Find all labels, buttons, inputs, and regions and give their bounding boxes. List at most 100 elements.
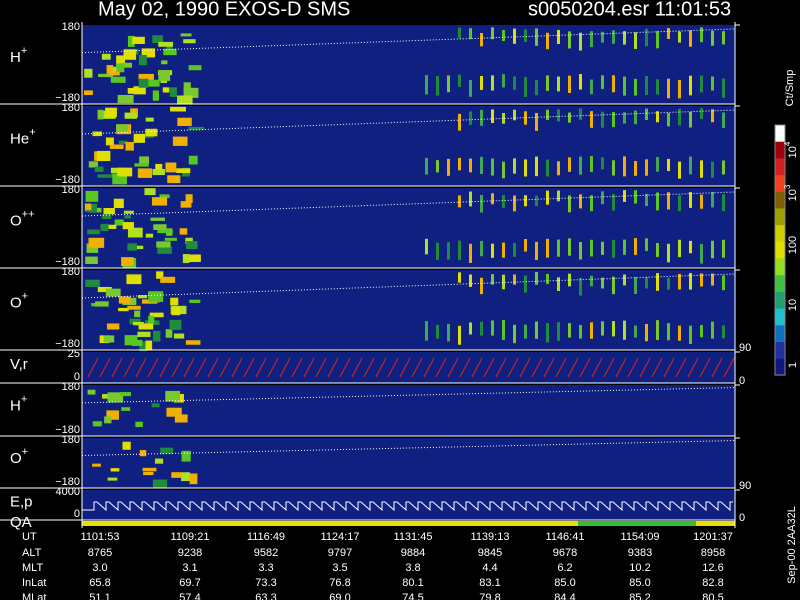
patch [173,333,185,339]
cell: 85.0 [629,577,650,589]
sawtooth [219,357,231,378]
streak [524,111,527,125]
streak [711,109,714,123]
patch [149,312,164,318]
patch [139,450,147,457]
patch [105,137,114,146]
streak [557,161,560,176]
patch [172,136,188,146]
cell: 1109:21 [171,531,210,543]
streak [557,322,560,341]
patch [107,477,118,481]
patch [85,190,99,202]
panel-label: E,p [10,494,33,511]
sawtooth [627,357,639,378]
streak [513,195,516,212]
patch [104,416,112,424]
patch [106,410,120,420]
patch [135,421,143,428]
patch [186,241,198,249]
streak [458,240,461,261]
cell: 3.8 [405,562,420,574]
row-label: ALT [22,547,42,559]
streak [502,113,505,124]
streak [535,112,538,131]
colorbar-segment [775,258,785,276]
patch [165,390,181,402]
streak [535,321,538,339]
sawtooth [147,357,159,378]
ion: E,p [10,494,33,511]
sawtooth [507,357,519,378]
y-tick-label: 180 [62,434,80,446]
patch [126,274,142,285]
streak [645,75,648,95]
streak [480,32,483,47]
patch [97,150,111,162]
sawtooth [267,357,279,378]
streak [667,112,670,127]
streak [491,193,494,205]
streak [524,238,527,252]
streak [568,31,571,49]
streak [546,75,549,91]
patch [85,256,98,264]
cell: 9383 [628,547,652,559]
panel-bg [82,270,735,350]
patch [151,197,168,206]
streak [513,158,516,174]
streak [546,109,549,120]
streak [590,156,593,172]
colorbar-segment [775,325,785,343]
patch [125,141,134,151]
patch [118,307,129,312]
trace [81,28,736,54]
streak [711,321,714,339]
streak [678,79,681,99]
cell: 82.8 [702,577,723,589]
streak [535,241,538,261]
panel-bg [82,188,735,268]
trace [81,109,736,135]
streak [645,276,648,289]
patch [152,330,161,342]
cell: 69.7 [179,577,200,589]
streak [711,273,714,286]
sawtooth [303,357,315,378]
streak [568,238,571,256]
streak [546,273,549,285]
panel-label: O+ [10,446,28,467]
patch [106,323,120,330]
y-tick-label: 0 [74,508,80,520]
patch [138,73,154,81]
charge: + [21,393,27,405]
patch [143,471,154,476]
patch [85,279,100,287]
streak [656,192,659,211]
cell: 76.8 [329,577,350,589]
streak [645,28,648,47]
patch [110,468,120,472]
patch [152,35,163,43]
patch [153,224,167,230]
patch [144,188,156,196]
patch [145,117,154,122]
patch [181,472,190,482]
y-tick-label: −180 [55,92,80,104]
sawtooth [723,357,735,378]
patch [176,168,191,173]
streak [634,161,637,176]
streak [436,324,439,339]
row-label: MLT [22,562,43,574]
streak [634,78,637,96]
cell: 9884 [401,547,425,559]
streak [722,325,725,339]
streak [568,323,571,338]
patch [132,36,145,44]
sawtooth [351,357,363,378]
patch [159,194,170,199]
streak [590,239,593,257]
sawtooth [255,357,267,378]
sawtooth [111,357,123,378]
streak [700,75,703,93]
